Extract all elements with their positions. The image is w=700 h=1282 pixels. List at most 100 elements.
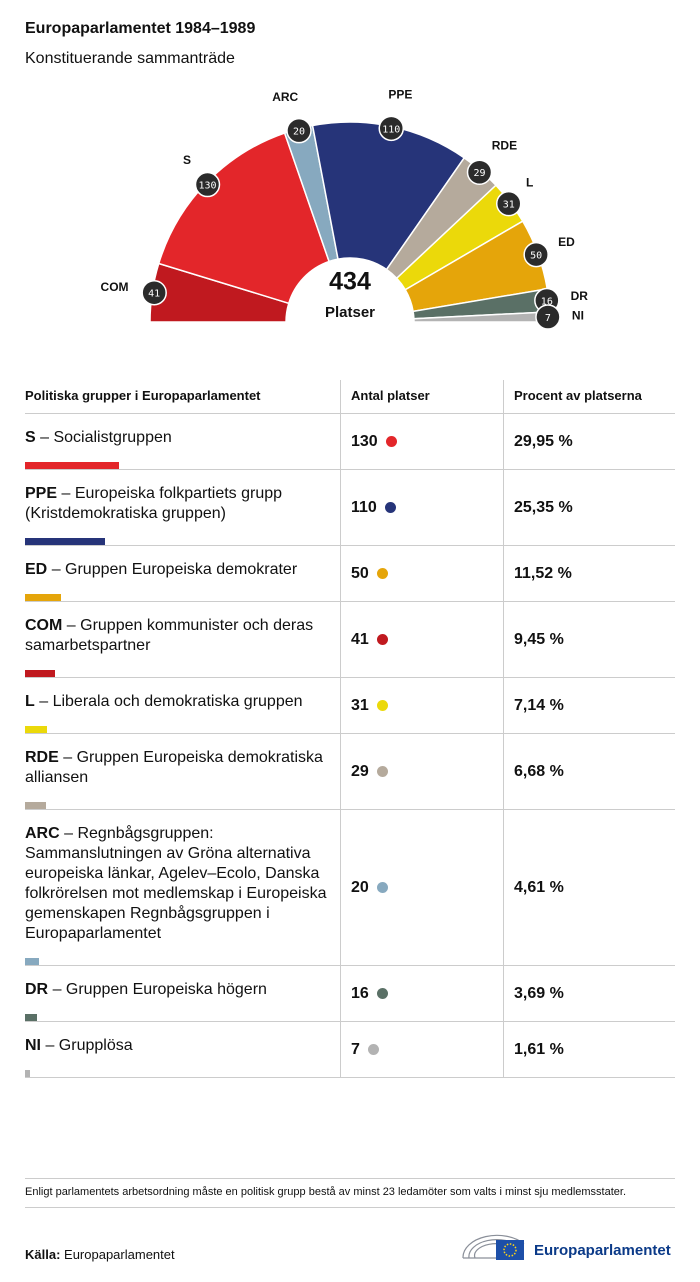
table-row: ARC – Regnbågsgruppen: Sammanslutningen … [25,809,675,966]
group-full-name: – Gruppen kommunister och deras samarbet… [25,617,314,654]
group-cell: RDE – Gruppen Europeiska demokratiska al… [25,733,341,810]
logo-text: Europaparlamentet [534,1242,671,1259]
value-label: 50 [530,251,542,262]
percent-cell: 4,61 % [503,809,675,966]
seats-value: 20 [351,878,369,896]
category-label: PPE [388,87,412,101]
seats-value: 16 [351,984,369,1002]
seats-value: 31 [351,696,369,714]
logo-flag [496,1240,524,1260]
table-row: ED – Gruppen Europeiska demokrater 50 11,5… [25,545,675,602]
group-cell: PPE – Europeiska folkpartiets grupp (Kri… [25,469,341,546]
table-row: NI – Grupplösa 7 1,61 % [25,1021,675,1078]
column-header: Antal platser [340,380,504,414]
seats-cell: 41 [340,601,504,678]
group-cell: DR – Gruppen Europeiska högern [25,965,341,1022]
percent-value: 9,45 % [514,630,564,648]
group-abbr: DR [25,981,49,998]
value-badge [523,241,549,268]
seat-bar [25,1070,31,1077]
category-label: DR [571,289,589,303]
color-dot [376,633,388,645]
percent-value: 29,95 % [514,432,573,450]
value-badge [495,190,522,217]
seats-cell: 16 [340,965,504,1022]
seats-cell: 29 [340,733,504,810]
seats-cell: 110 [340,469,504,546]
slice [157,132,331,305]
value-label: 31 [503,200,515,211]
seats-cell: 7 [340,1021,504,1078]
color-dot [367,1043,379,1055]
percent-value: 1,61 % [514,1040,564,1058]
category-label: S [183,153,191,167]
seat-bar [25,594,62,601]
value-badge [535,304,561,330]
percent-cell: 29,95 % [503,413,675,470]
seats-value: 50 [351,564,369,582]
color-dot [376,699,388,711]
color-dot [384,501,396,513]
color-dot [376,765,388,777]
table-row: S – Socialistgruppen 130 29,95 % [25,413,675,470]
value-label: 7 [545,313,551,324]
value-label: 130 [198,181,216,192]
seat-bar [25,462,119,469]
value-badge [141,279,167,306]
title: Europaparlamentet 1984–1989 [25,20,256,37]
group-name: ARC – Regnbågsgruppen: Sammanslutningen … [25,810,340,944]
group-abbr: COM [25,617,63,634]
total-value: 434 [329,268,371,296]
group-cell: NI – Grupplösa [25,1021,341,1078]
table-header: Politiska grupper i Europaparlamentet An… [25,380,675,414]
source-name: Europaparlamentet [64,1247,175,1262]
category-label: RDE [492,139,517,153]
color-dot [376,987,388,999]
value-badge [466,159,493,185]
percent-value: 6,68 % [514,762,564,780]
seat-bar [25,1014,37,1021]
group-name: ED – Gruppen Europeiska demokrater [25,546,340,580]
seat-bar [25,802,46,809]
percent-value: 7,14 % [514,696,564,714]
column-header: Politiska grupper i Europaparlamentet [25,380,341,414]
percent-value: 25,35 % [514,498,573,516]
percent-cell: 9,45 % [503,601,675,678]
chart: COM 41 S 130 ARC 20 PPE 110 RDE 29 L 31 ED 50 DR 16 NI 7 4… [101,87,589,330]
group-abbr: ARC [25,825,60,842]
group-name: DR – Gruppen Europeiska högern [25,966,340,1000]
percent-cell: 25,35 % [503,469,675,546]
color-dot [376,881,388,893]
table-body: S – Socialistgruppen 130 29,95 % PPE – Euro… [25,413,675,1078]
group-full-name: – Regnbågsgruppen: Sammanslutningen av G… [25,825,327,942]
group-full-name: – Gruppen Europeiska demokrater [51,561,298,578]
value-label: 41 [148,289,160,300]
table-row: RDE – Gruppen Europeiska demokratiska al… [25,733,675,810]
seat-bar [25,958,40,965]
group-full-name: – Gruppen Europeiska högern [52,981,267,998]
seats-cell: 50 [340,545,504,602]
source: Källa: Europaparlamentet [25,1247,175,1262]
group-full-name: – Liberala och demokratiska gruppen [39,693,303,710]
percent-value: 11,52 % [514,564,572,582]
category-label: ED [558,235,575,249]
group-abbr: ED [25,561,48,578]
table-row: DR – Gruppen Europeiska högern 16 3,69 % [25,965,675,1022]
table-row: COM – Gruppen kommunister och deras sama… [25,601,675,678]
color-dot [385,435,397,447]
group-cell: COM – Gruppen kommunister och deras sama… [25,601,341,678]
group-full-name: – Socialistgruppen [40,429,172,446]
group-name: S – Socialistgruppen [25,414,340,448]
logo: Europaparlamentet [462,1234,671,1260]
group-full-name: – Europeiska folkpartiets grupp (Kristde… [25,485,283,522]
group-name: COM – Gruppen kommunister och deras sama… [25,602,340,656]
category-label: ARC [272,90,298,104]
percent-value: 4,61 % [514,878,564,896]
table: Politiska grupper i Europaparlamentet An… [25,380,675,1078]
group-full-name: – Grupplösa [45,1037,133,1054]
group-name: RDE – Gruppen Europeiska demokratiska al… [25,734,340,788]
table-row: PPE – Europeiska folkpartiets grupp (Kri… [25,469,675,546]
group-abbr: NI [25,1037,41,1054]
seats-cell: 130 [340,413,504,470]
percent-cell: 11,52 % [503,545,675,602]
